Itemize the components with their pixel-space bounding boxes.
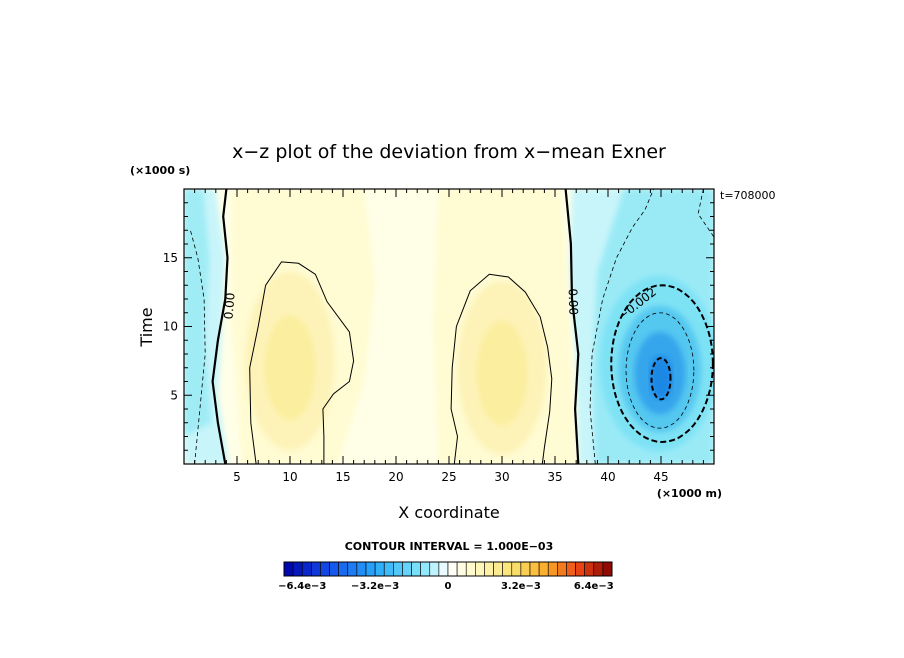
colorbar-swatch bbox=[520, 561, 531, 577]
contour-neg-004 bbox=[650, 357, 672, 401]
field-left-negative-core bbox=[184, 189, 212, 437]
colorbar-swatch bbox=[311, 561, 321, 577]
field-right-negative-core bbox=[649, 355, 673, 400]
colorbar-swatch bbox=[475, 561, 485, 577]
colorbar-swatch bbox=[301, 561, 312, 577]
field-layer bbox=[184, 189, 714, 464]
colorbar-swatch bbox=[356, 561, 367, 577]
chart-title: x−z plot of the deviation from x−mean Ex… bbox=[232, 141, 666, 163]
x-tick-label: 25 bbox=[441, 470, 456, 484]
colorbar-swatch bbox=[447, 561, 458, 577]
x-tick-label: 5 bbox=[233, 470, 241, 484]
axes-layer bbox=[183, 188, 715, 465]
contour-neg-001-corner bbox=[697, 189, 714, 238]
x-tick-label: 10 bbox=[282, 470, 297, 484]
colorbar-swatch bbox=[438, 561, 449, 577]
colorbar-swatch bbox=[511, 561, 522, 577]
contour-label: 0.00 bbox=[221, 292, 237, 320]
contour-label-group: 0.00 bbox=[566, 288, 581, 315]
time-stamp: t=708000 bbox=[720, 189, 776, 202]
colorbar-swatch bbox=[411, 561, 421, 577]
colorbar-swatch bbox=[547, 561, 558, 577]
contour-label-group: 0.00 bbox=[221, 292, 237, 320]
colorbar-tick-label: −3.2e−3 bbox=[351, 581, 399, 592]
colorbar-swatch bbox=[329, 561, 339, 577]
contour-label: 0.00 bbox=[566, 288, 581, 315]
colorbar-swatch bbox=[456, 561, 467, 577]
colorbar-swatch bbox=[502, 561, 513, 577]
colorbar-swatch bbox=[338, 561, 349, 577]
colorbar-swatch bbox=[383, 561, 394, 577]
colorbar-swatch bbox=[402, 561, 412, 577]
colorbar-swatch bbox=[365, 561, 376, 577]
contour-left-negative bbox=[190, 230, 206, 464]
contour-neg-003 bbox=[625, 312, 695, 429]
y-tick-label: 5 bbox=[170, 388, 178, 402]
field-right-positive-core bbox=[476, 321, 528, 426]
y-tick-label: 15 bbox=[163, 251, 178, 265]
x-tick-label: 35 bbox=[547, 470, 562, 484]
colorbar-swatch bbox=[529, 561, 540, 577]
x-tick-label: 40 bbox=[600, 470, 615, 484]
x-tick-label: 45 bbox=[653, 470, 668, 484]
x-unit-label: (×1000 m) bbox=[657, 487, 722, 500]
x-tick-label: 15 bbox=[335, 470, 350, 484]
x-tick-label: 20 bbox=[388, 470, 403, 484]
colorbar-swatch bbox=[420, 561, 431, 577]
colorbar: −6.4e−3 −3.2e−3 0 3.2e−3 6.4e−3 bbox=[278, 561, 614, 592]
colorbar-tick-label: 6.4e−3 bbox=[574, 581, 614, 592]
y-unit-label: (×1000 s) bbox=[130, 164, 190, 177]
colorbar-swatch bbox=[575, 561, 585, 577]
colorbar-swatch bbox=[484, 561, 494, 577]
colorbar-swatch bbox=[465, 561, 476, 577]
contour-zero-left bbox=[211, 189, 229, 464]
colorbar-swatch bbox=[538, 561, 549, 577]
colorbar-swatch bbox=[557, 561, 567, 577]
contour-zero-right bbox=[564, 189, 580, 464]
colorbar-swatch bbox=[320, 561, 330, 577]
colorbar-swatch bbox=[374, 561, 385, 577]
contour-right-positive bbox=[450, 273, 553, 464]
colorbar-swatch bbox=[429, 561, 440, 577]
colorbar-tick-label: 0 bbox=[445, 581, 452, 592]
contour-left-positive bbox=[249, 261, 355, 464]
colorbar-swatch bbox=[347, 561, 358, 577]
text-layer: 5 10 15 20 25 30 35 40 45 5 10 15 x−z plot of the de… bbox=[130, 141, 776, 553]
colorbar-tick-label: −6.4e−3 bbox=[278, 581, 326, 592]
colorbar-swatch bbox=[393, 561, 403, 577]
colorbar-swatch bbox=[566, 561, 576, 577]
colorbar-swatch bbox=[602, 561, 613, 577]
colorbar-swatch bbox=[493, 561, 503, 577]
contour-interval-label: CONTOUR INTERVAL = 1.000E−03 bbox=[345, 540, 554, 553]
y-axis-label: Time bbox=[137, 307, 156, 347]
contour-neg-002 bbox=[610, 284, 714, 444]
colorbar-frame bbox=[283, 561, 613, 577]
field-left-positive-core bbox=[264, 315, 316, 420]
colorbar-swatch bbox=[292, 561, 303, 577]
colorbar-swatch bbox=[593, 561, 604, 577]
colorbar-tick-label: 3.2e−3 bbox=[501, 581, 541, 592]
contour-neg-001-outer bbox=[589, 189, 654, 464]
colorbar-swatch bbox=[283, 561, 294, 577]
x-axis-label: X coordinate bbox=[398, 503, 499, 522]
x-tick-label: 30 bbox=[494, 470, 509, 484]
y-tick-label: 10 bbox=[163, 320, 178, 334]
colorbar-swatch bbox=[584, 561, 595, 577]
